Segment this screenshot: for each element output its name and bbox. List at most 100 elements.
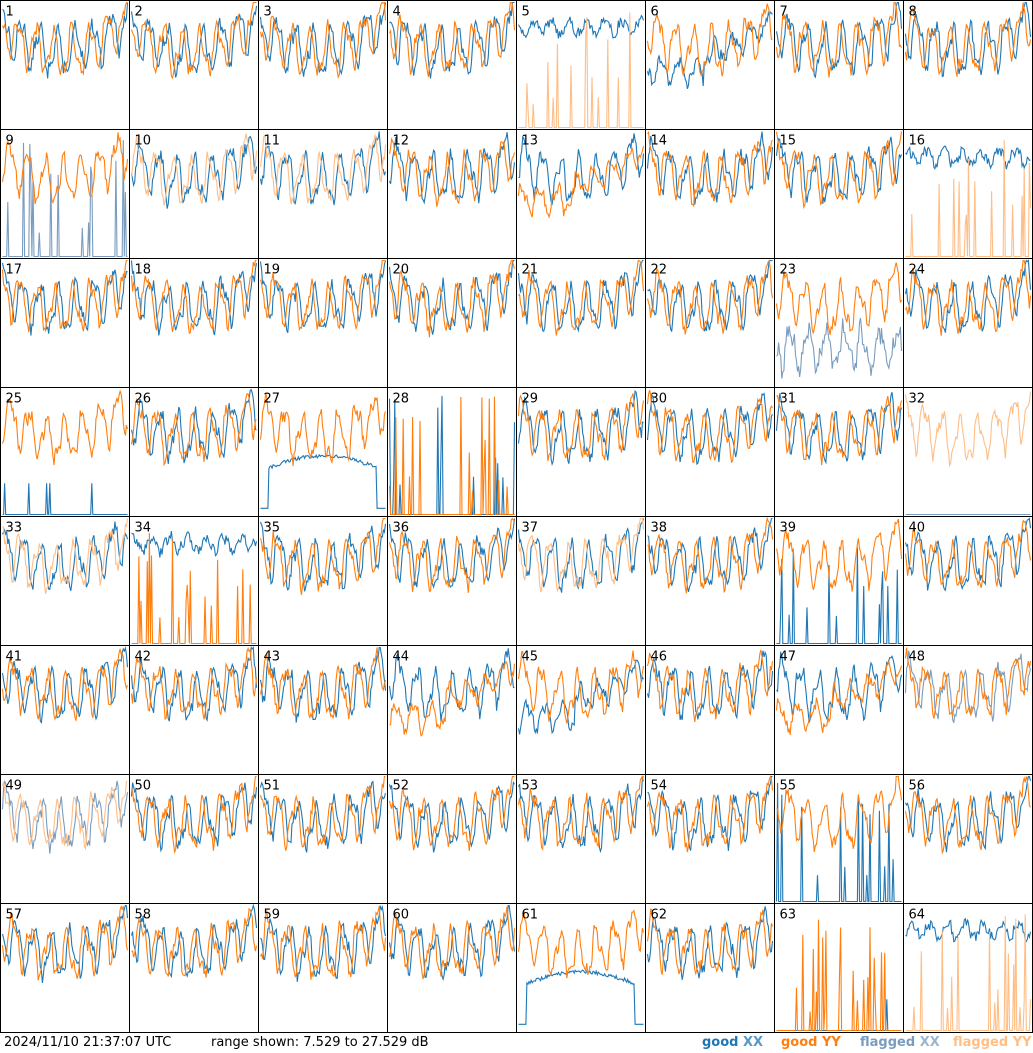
- panel-13: 13: [516, 129, 646, 259]
- panel-31: 31: [774, 387, 904, 517]
- panel-44: 44: [387, 645, 517, 775]
- panel-label: 35: [264, 521, 281, 536]
- panel-frame: [516, 129, 646, 259]
- series-good-xx-14: [646, 131, 774, 205]
- panel-label: 46: [651, 650, 668, 665]
- panel-label: 41: [6, 650, 23, 665]
- panel-label: 25: [6, 392, 23, 407]
- panel-60: 60: [387, 903, 517, 1033]
- series-good-xx-64: [905, 917, 1032, 943]
- panel-label: 59: [264, 908, 281, 923]
- series-good-yy-18: [130, 259, 257, 334]
- series-good-yy-28: [388, 396, 515, 516]
- series-good-yy-41: [1, 648, 129, 723]
- panel-48: 48: [903, 645, 1033, 775]
- series-good-yy-55: [776, 775, 903, 853]
- legend-flagged-yy: flagged YY: [953, 1035, 1032, 1050]
- panel-63: 63: [774, 903, 904, 1033]
- series-good-yy-43: [259, 647, 387, 720]
- series-flagged-yy-64: [905, 914, 1032, 1032]
- panel-label: 49: [6, 779, 23, 794]
- panel-label: 42: [135, 650, 152, 665]
- panel-57: 57: [0, 903, 130, 1033]
- panel-19: 19: [258, 258, 388, 388]
- panel-34: 34: [129, 516, 259, 646]
- panel-label: 31: [780, 392, 797, 407]
- panel-label: 18: [135, 263, 152, 278]
- series-good-yy-44: [389, 660, 516, 737]
- panel-39: 39: [774, 516, 904, 646]
- series-good-yy-3: [259, 1, 387, 79]
- series-flagged-xx-9: [2, 139, 128, 258]
- panel-frame: [645, 0, 775, 130]
- panel-frame: [387, 903, 517, 1033]
- panel-17: 17: [0, 258, 130, 388]
- series-good-xx-58: [130, 903, 258, 979]
- series-good-yy-57: [1, 905, 129, 981]
- series-good-xx-60: [388, 904, 516, 982]
- series-good-yy-46: [646, 649, 774, 722]
- panel-27: 27: [258, 387, 388, 517]
- series-good-xx-2: [130, 5, 258, 78]
- panel-54: 54: [645, 774, 775, 904]
- series-good-xx-6: [646, 10, 773, 89]
- series-good-yy-58: [131, 907, 258, 978]
- series-good-yy-52: [388, 775, 515, 852]
- panel-8: 8: [903, 0, 1033, 130]
- panel-18: 18: [129, 258, 259, 388]
- panel-frame: [516, 903, 646, 1033]
- panel-label: 56: [909, 779, 926, 794]
- series-flagged-yy-5: [518, 12, 644, 129]
- series-good-yy-2: [130, 1, 257, 80]
- panel-2: 2: [129, 0, 259, 130]
- series-good-yy-36: [388, 517, 515, 593]
- series-good-xx-1: [2, 2, 129, 79]
- series-good-yy-23: [775, 262, 903, 335]
- series-good-yy-15: [775, 131, 903, 210]
- series-good-yy-30: [646, 389, 773, 464]
- series-good-yy-45: [517, 650, 645, 724]
- panel-label: 26: [135, 392, 152, 407]
- panel-6: 6: [645, 0, 775, 130]
- panel-label: 12: [393, 134, 410, 149]
- panel-3: 3: [258, 0, 388, 130]
- series-flagged-yy-10: [130, 133, 258, 206]
- panel-label: 55: [780, 779, 797, 794]
- series-good-yy-48: [904, 647, 1032, 719]
- panel-label: 14: [651, 134, 668, 149]
- series-good-yy-9: [1, 132, 129, 205]
- panel-label: 5: [522, 5, 530, 20]
- series-good-xx-3: [259, 2, 387, 77]
- series-good-xx-10: [130, 135, 258, 209]
- panel-label: 54: [651, 779, 668, 794]
- timestamp: 2024/11/10 21:37:07 UTC: [4, 1035, 172, 1050]
- panel-label: 15: [780, 134, 797, 149]
- panel-label: 20: [393, 263, 410, 278]
- panel-label: 22: [651, 263, 668, 278]
- series-good-xx-5: [518, 14, 645, 40]
- panel-label: 29: [522, 392, 539, 407]
- panel-label: 37: [522, 521, 539, 536]
- panel-frame: [774, 258, 904, 388]
- panel-frame: [258, 258, 388, 388]
- panel-51: 51: [258, 774, 388, 904]
- series-flagged-yy-49: [1, 780, 128, 851]
- panel-55: 55: [774, 774, 904, 904]
- series-good-yy-39: [775, 518, 903, 592]
- panel-frame: [645, 903, 775, 1033]
- panel-9: 9: [0, 129, 130, 259]
- series-good-xx-55: [775, 782, 902, 903]
- panel-53: 53: [516, 774, 646, 904]
- panel-7: 7: [774, 0, 904, 130]
- series-flagged-yy-37: [517, 517, 645, 593]
- series-good-xx-19: [259, 260, 387, 334]
- series-good-yy-42: [130, 646, 258, 721]
- panel-42: 42: [129, 645, 259, 775]
- panel-49: 49: [0, 774, 130, 904]
- panel-label: 7: [780, 5, 788, 20]
- panel-frame: [129, 645, 259, 775]
- series-good-xx-44: [388, 648, 515, 722]
- panel-25: 25: [0, 387, 130, 517]
- panel-5: 5: [516, 0, 646, 130]
- series-flagged-yy-11: [259, 134, 387, 205]
